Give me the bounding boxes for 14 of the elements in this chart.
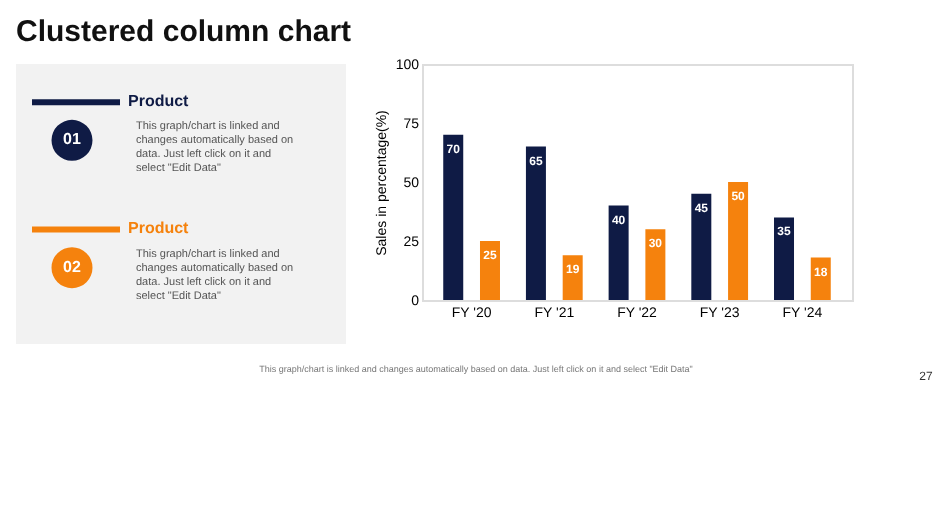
text: 02 [63, 257, 82, 276]
chart-title: Clustered column chart [16, 15, 352, 49]
bar [479, 241, 500, 300]
text: Product [128, 219, 190, 238]
bar [443, 134, 464, 300]
bar [562, 255, 583, 300]
text: Product [128, 92, 190, 111]
text: 01 [63, 130, 82, 149]
bar [608, 205, 629, 300]
bar [645, 229, 666, 300]
bar [691, 193, 712, 300]
bar [774, 217, 795, 300]
bar [525, 146, 546, 300]
bar [728, 182, 749, 300]
